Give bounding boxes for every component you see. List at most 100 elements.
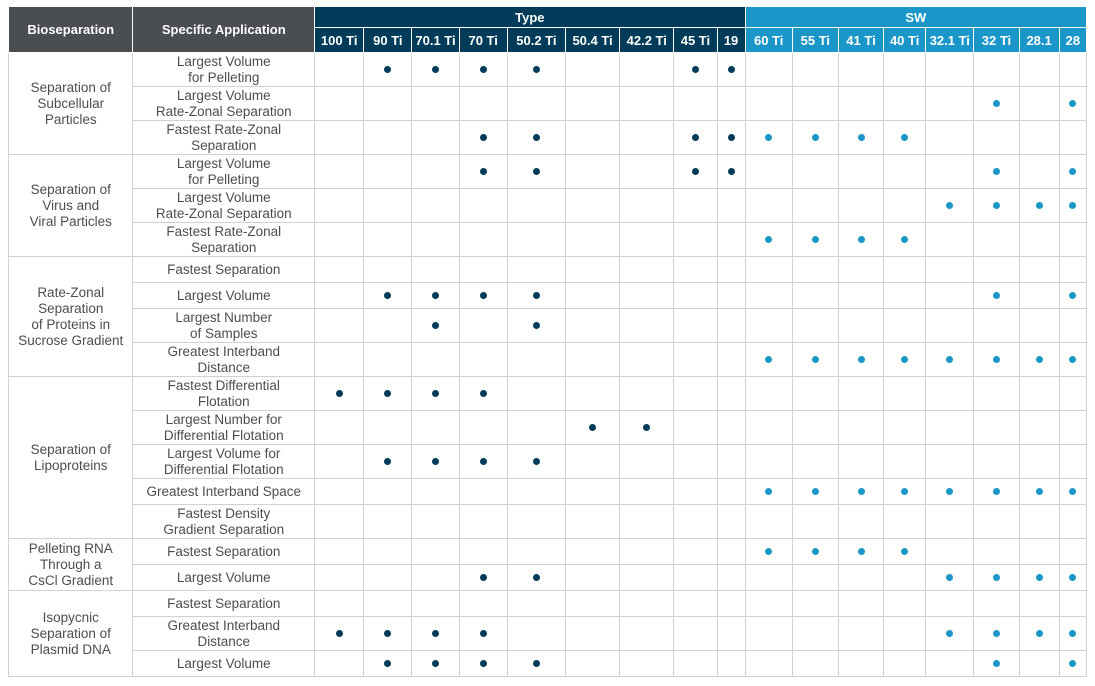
type-rotor-cell [506,564,566,591]
sw-rotor-cell [973,188,1020,223]
type-rotor-cell [564,52,621,87]
table-row: Largest Volume [9,650,1088,677]
header-bioseparation: Bioseparation [7,6,134,53]
type-rotor-cell [673,308,718,343]
type-rotor-cell [716,444,746,479]
sw-rotor-cell [1058,538,1088,565]
sw-rotor-cell [883,504,927,539]
sw-rotor-dot-icon [1035,630,1043,637]
sw-rotor-cell [925,188,975,223]
sw-rotor-dot-icon [1069,202,1077,209]
bioseparation-label: Separation of Virus and Viral Particles [7,154,134,257]
application-label: Greatest Interband Space [132,478,316,505]
sw-rotor-cell [744,342,793,377]
type-rotor-cell [673,650,718,677]
type-rotor-cell [314,504,365,539]
type-rotor-cell [564,256,621,283]
type-rotor-cell [411,444,460,479]
type-rotor-cell [564,538,621,565]
type-rotor-cell [363,86,413,121]
header-specific-application: Specific Application [132,6,316,53]
sw-rotor-cell [1058,308,1088,343]
sw-rotor-dot-icon [901,488,909,495]
sw-rotor-cell [837,222,885,257]
type-rotor-cell [411,616,460,651]
sw-rotor-dot-icon [992,292,1000,299]
type-rotor-cell [411,154,460,189]
sw-rotor-cell [1058,52,1088,87]
rotor-header-row: 100 Ti 90 Ti 70.1 Ti 70 Ti 50.2 Ti 50.4 Ti 42.… [9,27,1088,53]
sw-rotor-cell [744,222,793,257]
type-rotor-cell [564,410,621,445]
sw-rotor-cell [791,120,839,155]
sw-rotor-cell [837,52,885,87]
type-rotor-dot-icon [384,630,392,637]
type-rotor-cell [411,342,460,377]
sw-rotor-cell [744,650,793,677]
type-rotor-cell [564,154,621,189]
type-rotor-dot-icon [727,168,735,175]
type-rotor-cell [564,616,621,651]
type-rotor-dot-icon [479,66,487,73]
sw-rotor-dot-icon [901,356,909,363]
type-rotor-dot-icon [589,424,597,431]
type-rotor-cell [363,52,413,87]
application-label: Fastest Separation [132,538,316,565]
sw-rotor-cell [973,616,1020,651]
table-row: Greatest Interband Distance [9,342,1088,377]
sw-rotor-cell [883,256,927,283]
sw-rotor-cell [973,376,1020,411]
table-row: Fastest Rate-Zonal Separation [9,222,1088,257]
type-rotor-cell [458,444,508,479]
application-label: Largest Volume for Pelleting [132,52,316,87]
sw-rotor-cell [1058,222,1088,257]
type-rotor-cell [716,52,746,87]
sw-rotor-dot-icon [992,488,1000,495]
type-rotor-cell [314,308,365,343]
type-rotor-cell [363,410,413,445]
type-rotor-cell [411,478,460,505]
rotor-header-sw: 60 Ti [744,27,793,53]
type-rotor-cell [564,342,621,377]
type-rotor-cell [458,376,508,411]
type-rotor-cell [673,590,718,617]
type-rotor-cell [314,120,365,155]
sw-rotor-dot-icon [946,356,954,363]
type-rotor-cell [314,616,365,651]
sw-rotor-dot-icon [857,548,865,555]
type-rotor-dot-icon [532,292,540,299]
type-rotor-dot-icon [532,168,540,175]
type-rotor-cell [716,590,746,617]
type-rotor-cell [314,188,365,223]
type-rotor-cell [716,86,746,121]
type-rotor-cell [564,308,621,343]
type-rotor-cell [363,538,413,565]
type-rotor-cell [458,222,508,257]
type-rotor-cell [411,564,460,591]
type-rotor-cell [506,86,566,121]
bioseparation-label: Rate-Zonal Separation of Proteins in Suc… [7,256,134,377]
sw-rotor-cell [883,86,927,121]
sw-rotor-dot-icon [1035,488,1043,495]
sw-rotor-cell [925,222,975,257]
sw-rotor-dot-icon [901,236,909,243]
sw-rotor-cell [837,86,885,121]
type-rotor-cell [506,256,566,283]
rotor-header-type: 50.2 Ti [506,27,566,53]
type-rotor-cell [716,120,746,155]
sw-rotor-dot-icon [1069,100,1077,107]
type-rotor-cell [619,616,675,651]
type-rotor-cell [506,342,566,377]
type-rotor-dot-icon [479,390,487,397]
rotor-header-type: 50.4 Ti [564,27,621,53]
type-rotor-cell [619,376,675,411]
sw-rotor-cell [1018,86,1060,121]
type-rotor-cell [506,650,566,677]
type-rotor-cell [716,308,746,343]
type-rotor-dot-icon [432,630,440,637]
type-rotor-cell [506,52,566,87]
sw-rotor-cell [925,154,975,189]
sw-rotor-cell [883,282,927,309]
type-rotor-cell [458,538,508,565]
type-rotor-cell [458,86,508,121]
